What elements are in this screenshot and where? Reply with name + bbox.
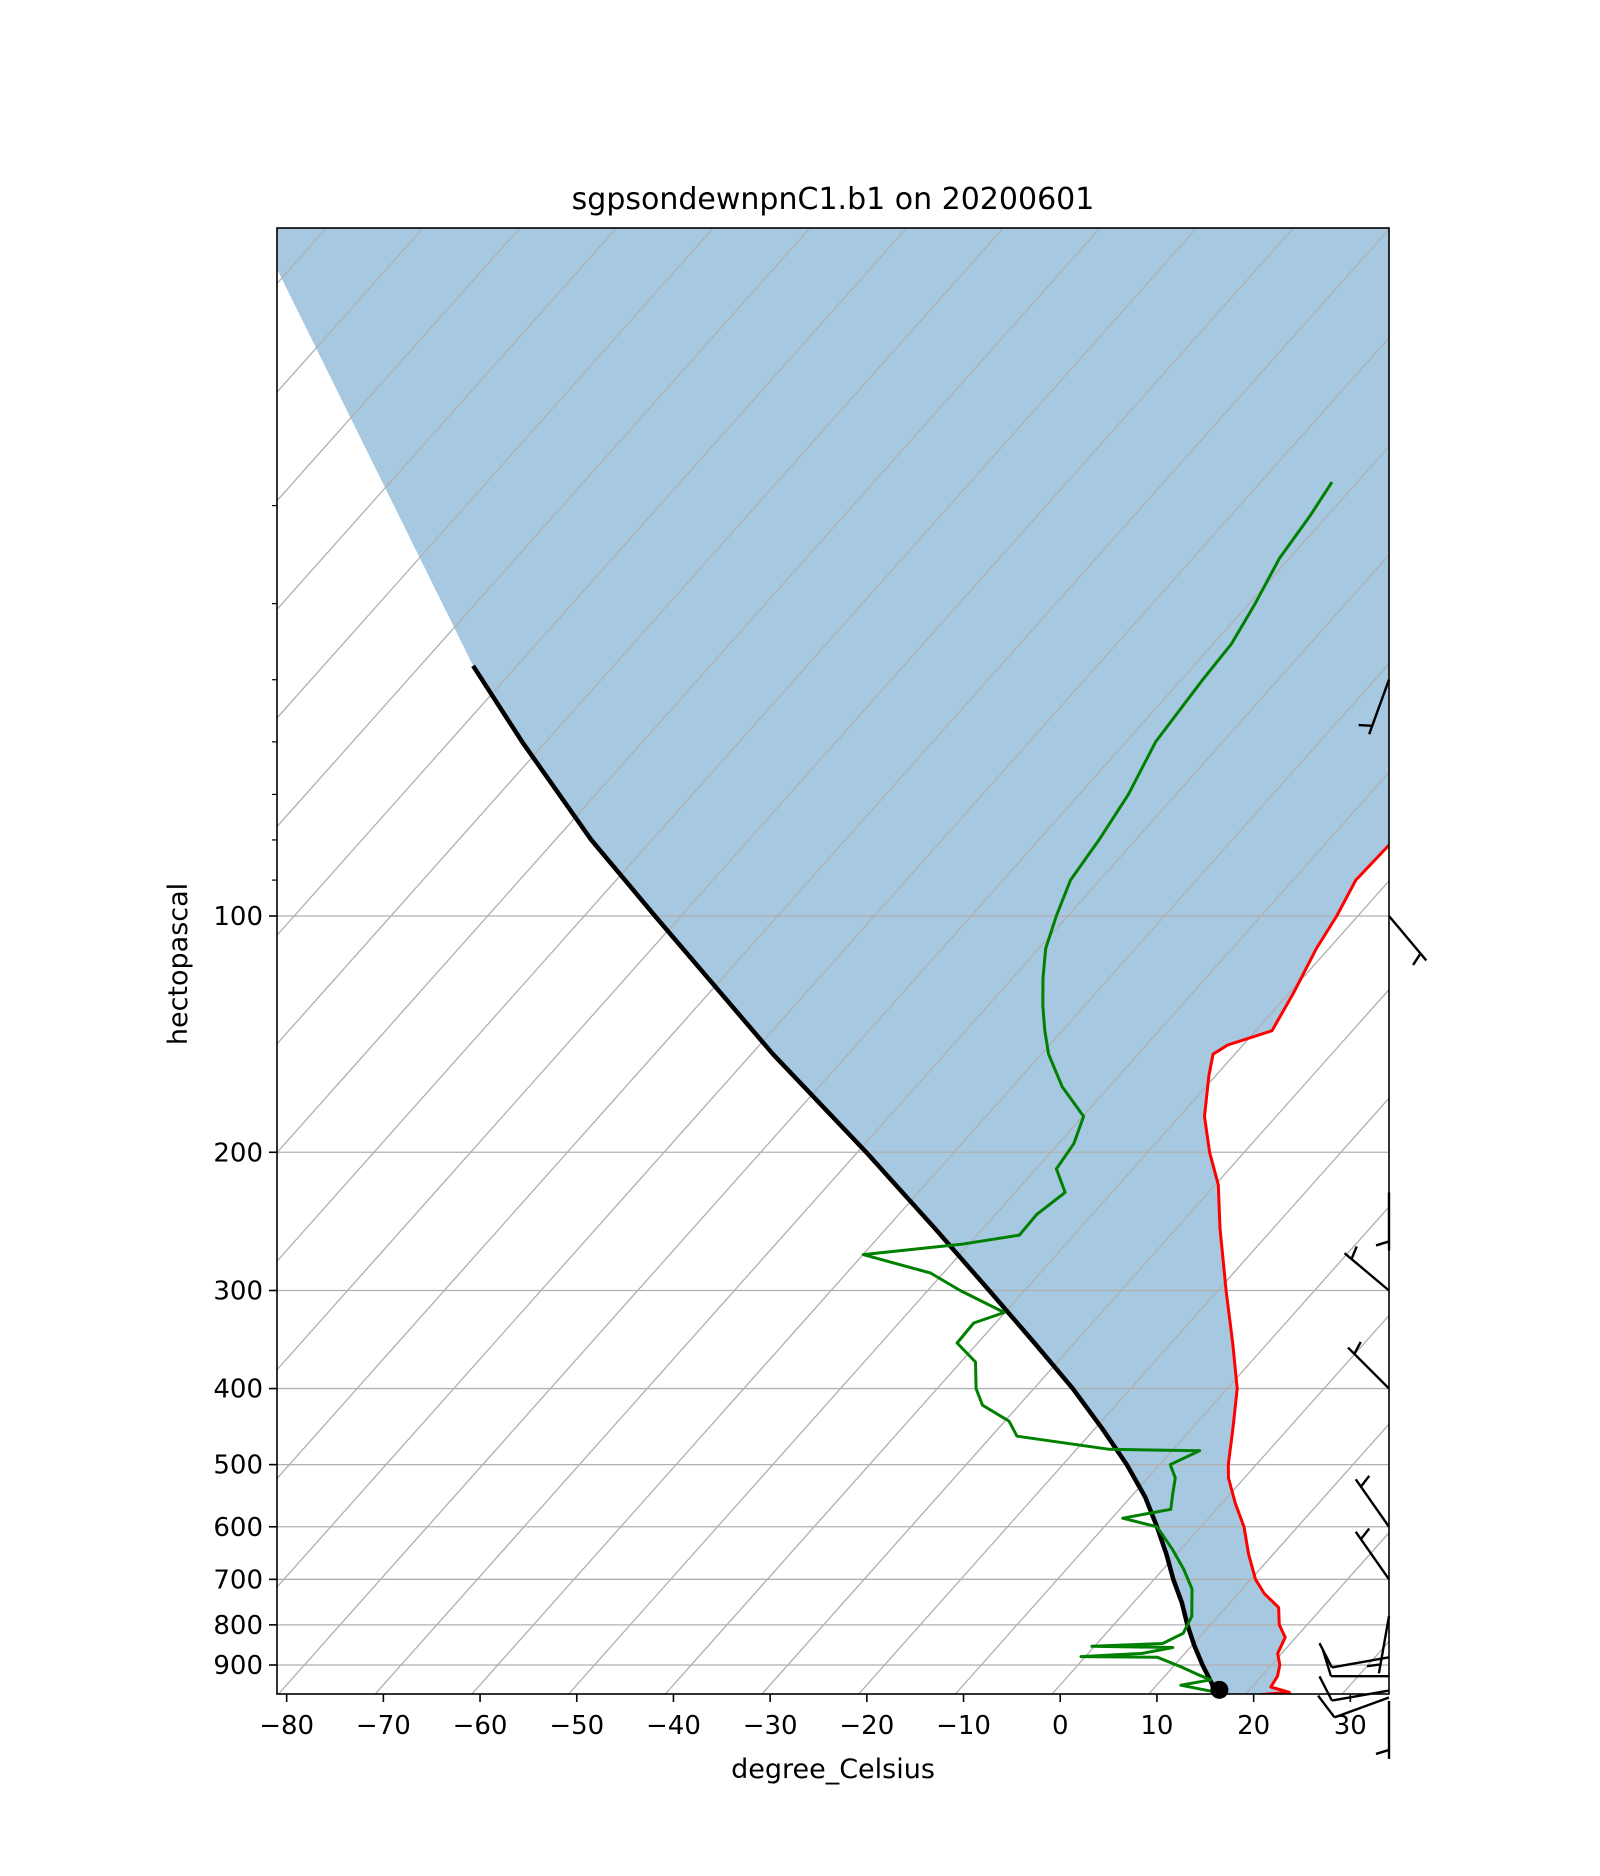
x-tick-label: −60 — [453, 1711, 508, 1741]
wind-barb-staff — [1354, 1531, 1390, 1581]
marker-layer — [1210, 1680, 1229, 1699]
wind-barb — [1318, 1642, 1390, 1669]
x-tick-label: −50 — [549, 1711, 604, 1741]
x-tick-label: −70 — [356, 1711, 411, 1741]
y-tick-label: 900 — [213, 1651, 263, 1681]
wind-barb-half — [1375, 1748, 1390, 1756]
y-tick-label: 100 — [213, 902, 263, 932]
wind-barb-staff — [1331, 1689, 1390, 1702]
isotherm-line — [277, 228, 1389, 1480]
wind-barb-staff — [1347, 1346, 1390, 1390]
wind-barb-full — [1317, 1694, 1336, 1719]
wind-barb-half — [1359, 1527, 1371, 1540]
isotherm-line — [277, 228, 908, 937]
wind-barb-layer — [1317, 679, 1428, 1759]
temperature-line — [1203, 842, 1389, 1694]
x-tick-label: 10 — [1140, 1711, 1173, 1741]
cape-fill-layer — [277, 228, 1389, 1694]
cape-fill-area — [277, 228, 1389, 1694]
wind-barb-half — [1366, 1663, 1381, 1668]
wind-barb-staff — [1331, 1656, 1390, 1669]
series-layer — [471, 481, 1389, 1694]
wind-barb — [1354, 1527, 1390, 1581]
isotherm-line — [277, 336, 1389, 1589]
wind-barb-full — [1318, 1675, 1333, 1702]
wind-barb-half — [1359, 1475, 1371, 1488]
wind-barb — [1347, 1341, 1390, 1390]
y-axis: 100 200 300 400 500 600 700 800 900 — [213, 504, 277, 1681]
isotherm-line — [277, 228, 1004, 1045]
plot-frame — [276, 227, 1390, 1695]
x-tick-label: 20 — [1237, 1711, 1270, 1741]
y-tick-label: 700 — [213, 1565, 263, 1595]
x-tick-label: −20 — [839, 1711, 894, 1741]
isotherm-layer — [277, 228, 1389, 1694]
wind-barb-staff — [1377, 1616, 1391, 1674]
wind-barb — [1343, 1246, 1390, 1292]
wind-barb — [1317, 1694, 1390, 1719]
lcl-marker — [1210, 1680, 1229, 1699]
x-axis-label: degree_Celsius — [731, 1754, 935, 1785]
wind-barb — [1366, 1616, 1391, 1674]
wind-barb-staff — [1368, 679, 1391, 735]
chart-title: sgpsondewnpnC1.b1 on 20200601 — [572, 182, 1095, 217]
isotherm-line — [277, 228, 1294, 1371]
y-tick-label: 600 — [213, 1513, 263, 1543]
x-axis: −80 −70 −60 −50 −40 −30 −20 −10 0 10 20 30 — [259, 1694, 1367, 1741]
isotherm-line — [277, 228, 811, 828]
y-tick-label: 300 — [213, 1277, 263, 1307]
wind-barb-staff — [1343, 1252, 1390, 1292]
wind-barb-half — [1358, 723, 1373, 727]
isotherm-line — [568, 771, 1389, 1694]
wind-barb — [1375, 1700, 1391, 1759]
isotherm-line — [858, 1097, 1389, 1694]
wind-barb-full — [1318, 1642, 1333, 1668]
wind-barb-staff — [1388, 915, 1428, 962]
isotherm-line — [664, 880, 1389, 1694]
x-tick-label: −40 — [646, 1711, 701, 1741]
parcel-profile-line — [471, 664, 1222, 1694]
wind-barb-half — [1412, 952, 1422, 966]
wind-barb — [1358, 679, 1391, 735]
y-axis-label: hectopascal — [163, 883, 194, 1045]
y-tick-label: 500 — [213, 1451, 263, 1481]
x-tick-label: −80 — [259, 1711, 314, 1741]
isotherm-line — [277, 228, 1101, 1154]
x-tick-label: 0 — [1052, 1711, 1069, 1741]
dewpoint-line — [861, 481, 1334, 1694]
y-tick-label: 800 — [213, 1611, 263, 1641]
y-tick-label: 400 — [213, 1375, 263, 1405]
y-tick-label: 200 — [213, 1138, 263, 1168]
isotherm-line — [1148, 1423, 1389, 1694]
x-tick-label: −10 — [936, 1711, 991, 1741]
isotherm-line — [1051, 1314, 1389, 1694]
wind-barb — [1375, 1192, 1391, 1251]
isotherm-line — [374, 554, 1389, 1694]
isotherm-line — [277, 228, 1198, 1263]
x-tick-label: −30 — [743, 1711, 798, 1741]
isotherm-line — [471, 662, 1389, 1694]
wind-barb-staff — [1354, 1478, 1390, 1528]
wind-barb-staff — [1334, 1696, 1390, 1719]
isotherm-line — [277, 228, 521, 502]
wind-barb-half — [1353, 1341, 1362, 1355]
wind-barb-half — [1375, 1240, 1390, 1247]
wind-barb-half — [1350, 1246, 1358, 1260]
isotherm-line — [761, 988, 1389, 1694]
wind-barb — [1354, 1475, 1390, 1528]
wind-barb — [1388, 915, 1428, 966]
isotherm-line — [278, 445, 1389, 1694]
wind-barb — [1318, 1675, 1390, 1702]
isotherm-line — [277, 228, 714, 720]
isotherm-line — [277, 228, 617, 611]
